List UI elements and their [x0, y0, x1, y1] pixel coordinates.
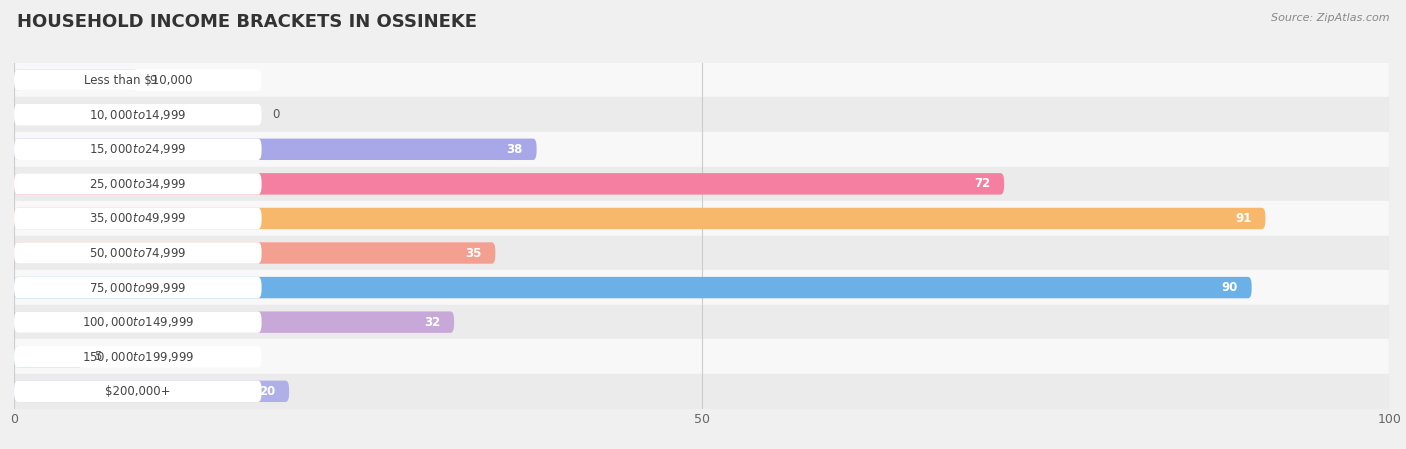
FancyBboxPatch shape	[14, 70, 138, 91]
Text: 32: 32	[425, 316, 440, 329]
Text: Source: ZipAtlas.com: Source: ZipAtlas.com	[1271, 13, 1389, 23]
Bar	[14, 167, 1389, 201]
Bar	[14, 236, 1389, 270]
Bar	[14, 63, 1389, 97]
Text: $15,000 to $24,999: $15,000 to $24,999	[89, 142, 187, 156]
FancyBboxPatch shape	[14, 312, 262, 333]
FancyBboxPatch shape	[14, 277, 1251, 298]
Text: 72: 72	[974, 177, 990, 190]
Text: $25,000 to $34,999: $25,000 to $34,999	[89, 177, 187, 191]
Bar	[14, 97, 1389, 132]
FancyBboxPatch shape	[14, 242, 262, 264]
FancyBboxPatch shape	[14, 173, 262, 194]
FancyBboxPatch shape	[14, 381, 290, 402]
Bar	[14, 374, 1389, 409]
Bar	[14, 201, 1389, 236]
Text: 0: 0	[273, 108, 280, 121]
Bar	[14, 270, 1389, 305]
FancyBboxPatch shape	[14, 104, 262, 125]
FancyBboxPatch shape	[14, 312, 454, 333]
FancyBboxPatch shape	[14, 173, 1004, 194]
Text: $150,000 to $199,999: $150,000 to $199,999	[82, 350, 194, 364]
Bar	[14, 339, 1389, 374]
FancyBboxPatch shape	[14, 139, 262, 160]
Text: 20: 20	[259, 385, 276, 398]
FancyBboxPatch shape	[14, 70, 262, 91]
FancyBboxPatch shape	[14, 277, 262, 298]
Text: $200,000+: $200,000+	[105, 385, 170, 398]
Text: $35,000 to $49,999: $35,000 to $49,999	[89, 211, 187, 225]
Text: 91: 91	[1236, 212, 1251, 225]
Text: Less than $10,000: Less than $10,000	[83, 74, 193, 87]
Text: 90: 90	[1222, 281, 1237, 294]
FancyBboxPatch shape	[14, 139, 537, 160]
FancyBboxPatch shape	[14, 346, 262, 367]
Text: 38: 38	[506, 143, 523, 156]
Text: $50,000 to $74,999: $50,000 to $74,999	[89, 246, 187, 260]
Text: 9: 9	[149, 74, 156, 87]
FancyBboxPatch shape	[14, 242, 495, 264]
Text: 35: 35	[465, 247, 482, 260]
Text: 5: 5	[94, 350, 101, 363]
FancyBboxPatch shape	[14, 346, 83, 367]
FancyBboxPatch shape	[14, 381, 262, 402]
Bar	[14, 132, 1389, 167]
Text: HOUSEHOLD INCOME BRACKETS IN OSSINEKE: HOUSEHOLD INCOME BRACKETS IN OSSINEKE	[17, 13, 477, 31]
FancyBboxPatch shape	[14, 208, 1265, 229]
Text: $75,000 to $99,999: $75,000 to $99,999	[89, 281, 187, 295]
Text: $100,000 to $149,999: $100,000 to $149,999	[82, 315, 194, 329]
FancyBboxPatch shape	[14, 208, 262, 229]
Bar	[14, 305, 1389, 339]
Text: $10,000 to $14,999: $10,000 to $14,999	[89, 108, 187, 122]
